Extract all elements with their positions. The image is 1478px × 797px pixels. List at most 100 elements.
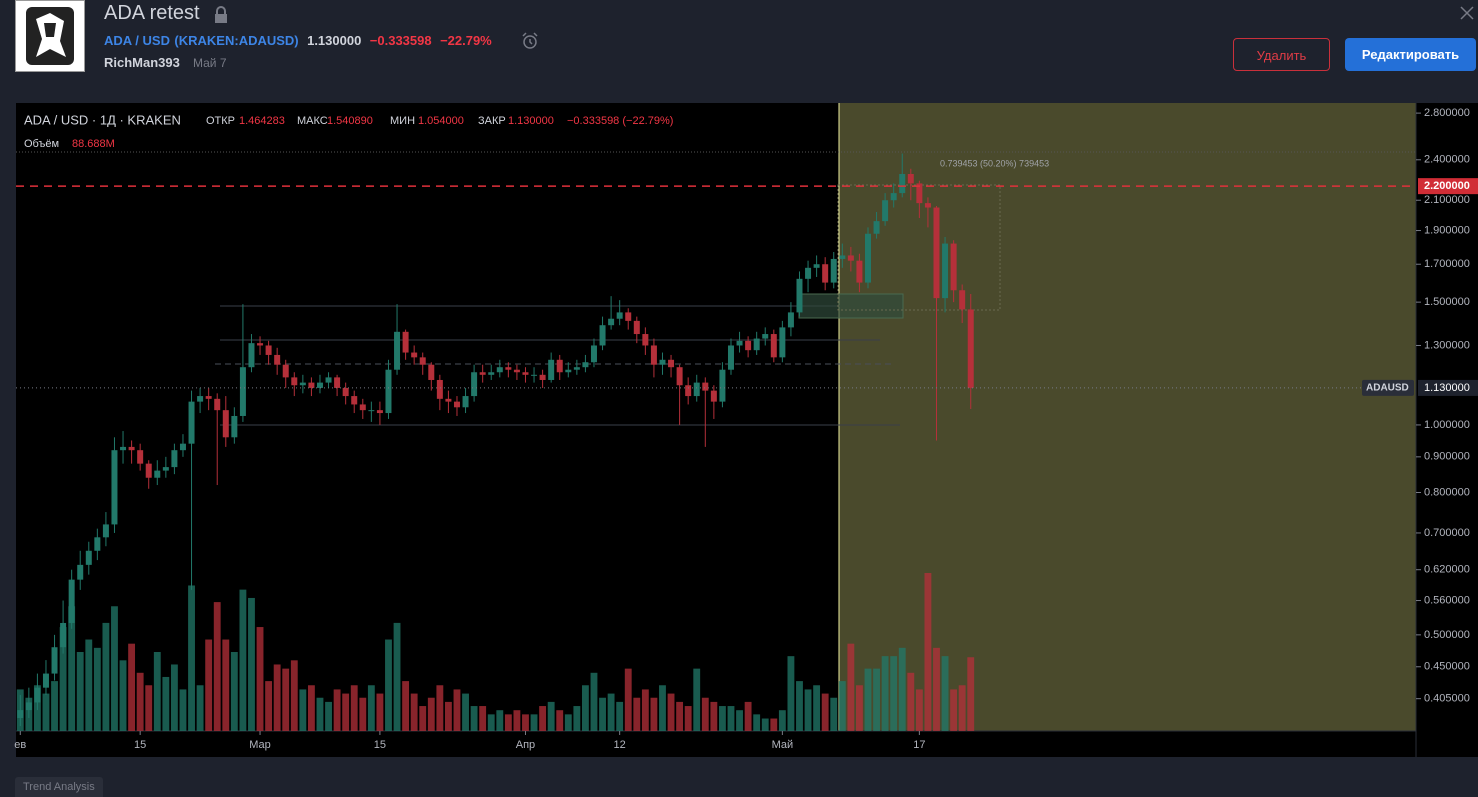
tab[interactable]: Trend Analysis: [15, 777, 103, 797]
candle-body: [316, 382, 323, 388]
edit-button[interactable]: Редактировать: [1345, 38, 1476, 71]
alarm-icon[interactable]: [520, 31, 540, 51]
candle-body: [128, 446, 135, 451]
y-tick-label: 0.405000: [1424, 693, 1470, 705]
candle-body: [753, 338, 760, 351]
volume-bar: [153, 652, 161, 731]
delete-button[interactable]: Удалить: [1233, 38, 1330, 71]
x-tick-label: Апр: [516, 739, 535, 751]
candle-body: [676, 367, 683, 386]
volume-bar: [898, 647, 906, 731]
candle-body: [42, 673, 49, 688]
author[interactable]: RichMan393: [104, 55, 180, 70]
candle-body: [428, 364, 435, 380]
candle-body: [68, 579, 75, 623]
candle-body: [847, 255, 854, 261]
candle-body: [770, 334, 777, 358]
candle-body: [933, 207, 940, 299]
volume-bar: [59, 627, 67, 731]
change: −0.333598: [369, 33, 432, 48]
volume-bar: [556, 710, 564, 731]
candle-body: [873, 221, 880, 234]
level-tag: [1418, 178, 1478, 195]
volume-bar: [796, 681, 803, 731]
volume-bar: [419, 706, 427, 731]
close-button[interactable]: [1458, 4, 1476, 22]
symbol-link[interactable]: ADA / USD: [104, 33, 170, 48]
candle-body: [967, 309, 974, 388]
candle-body: [411, 352, 418, 358]
volume-bar: [599, 697, 606, 731]
candle-body: [556, 359, 563, 373]
candle-body: [17, 710, 24, 718]
volume-bar: [590, 672, 598, 731]
volume-bar: [667, 693, 675, 731]
volume-bar: [864, 668, 872, 731]
volume-bar: [744, 701, 752, 731]
volume-bar: [385, 639, 392, 731]
volume-bar: [693, 668, 701, 731]
volume-bar: [701, 697, 709, 731]
y-tick-label: 2.800000: [1424, 107, 1470, 119]
candle-body: [565, 369, 572, 373]
volume-bar: [564, 714, 572, 731]
volume-bar: [205, 639, 213, 731]
volume-bar: [367, 685, 375, 731]
author-logo: [15, 0, 85, 72]
publish-date: Май 7: [193, 56, 227, 70]
volume-bar: [813, 685, 821, 731]
candle-body: [907, 173, 914, 184]
volume-bar: [659, 685, 666, 731]
candle-body: [471, 372, 478, 397]
volume-bar: [676, 701, 684, 731]
candle-body: [154, 470, 161, 478]
volume-bar: [736, 710, 743, 731]
y-tick-label: 0.700000: [1424, 527, 1470, 539]
last-price-name: ADAUSD: [1366, 383, 1409, 394]
candle-body: [924, 203, 931, 208]
candle-body: [539, 374, 546, 380]
volume-bar: [958, 685, 966, 731]
volume-bar: [333, 689, 341, 731]
legend-change: −0.333598 (−22.79%): [567, 115, 673, 127]
volume-bar: [393, 622, 401, 731]
candle-body: [830, 258, 837, 283]
candle-body: [368, 410, 375, 412]
candle-body: [60, 622, 67, 648]
volume-bar: [504, 714, 512, 731]
volume-bar: [179, 689, 187, 731]
candle-body: [308, 382, 315, 388]
volume-bar: [933, 647, 940, 731]
candle-body: [899, 173, 906, 194]
volume-bar: [624, 668, 632, 731]
y-tick-label: 1.900000: [1424, 224, 1470, 236]
candle-body: [342, 387, 349, 397]
candle-body: [950, 243, 957, 291]
candle-body: [402, 331, 409, 353]
volume-bar: [915, 689, 923, 731]
candle-body: [171, 450, 178, 468]
volume-bar: [213, 602, 221, 731]
candle-body: [864, 233, 871, 283]
volume-bar: [436, 685, 444, 731]
exchange-link[interactable]: (KRAKEN:ADAUSD): [174, 33, 299, 48]
candle-body: [394, 331, 401, 370]
volume-bar: [85, 639, 93, 731]
y-tick-label: 0.620000: [1424, 564, 1470, 576]
last-price-tag: [1418, 379, 1478, 396]
candle-body: [659, 359, 666, 365]
volume-bar: [453, 689, 461, 731]
volume-bar: [342, 693, 350, 731]
volume-bar: [444, 701, 452, 731]
candle-body: [248, 343, 255, 368]
y-tick-label: 0.900000: [1424, 451, 1470, 463]
volume-value: 88.688M: [72, 138, 115, 150]
candle-body: [145, 463, 152, 478]
legend-value: 1.130000: [508, 115, 554, 127]
volume-bar: [967, 657, 975, 731]
y-tick-label: 0.800000: [1424, 486, 1470, 498]
candle-body: [496, 367, 503, 373]
candle-body: [137, 450, 144, 464]
candle-body: [299, 382, 306, 386]
volume-bar: [539, 706, 547, 731]
